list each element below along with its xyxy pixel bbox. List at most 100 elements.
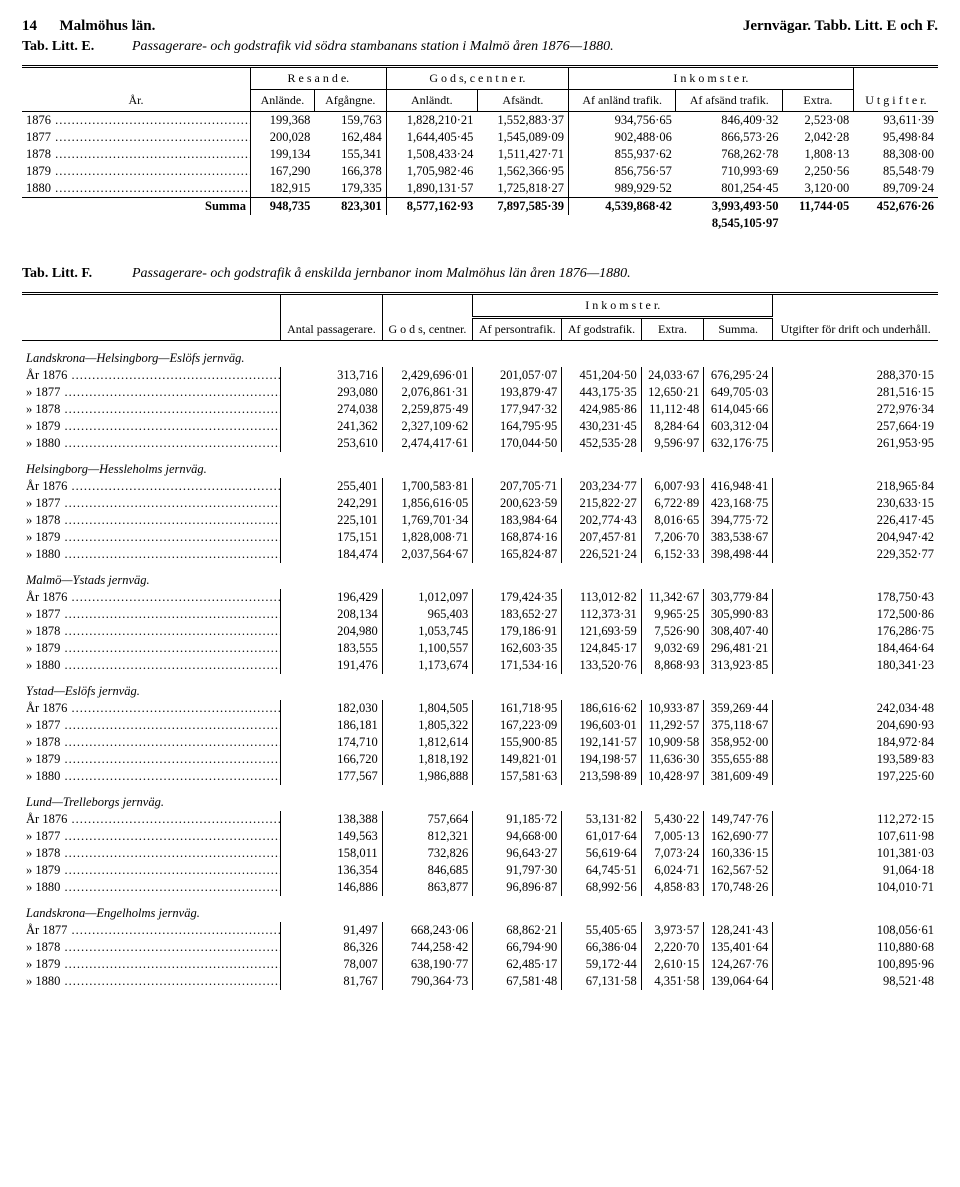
data-cell: 94,668·00 xyxy=(473,828,562,845)
data-cell: 182,915 xyxy=(251,180,315,198)
data-cell: 288,370·15 xyxy=(773,367,938,384)
col-af-gods: Af godstrafik. xyxy=(562,318,641,341)
col-gods: G o d s, c e n t n e r. xyxy=(386,67,568,90)
data-cell: 253,610 xyxy=(281,435,383,452)
data-cell: 313,716 xyxy=(281,367,383,384)
data-cell: 948,735 xyxy=(251,198,315,216)
table-row: » 1877293,0802,076,861·31193,879·47443,1… xyxy=(22,384,938,401)
year-cell: » 1879 xyxy=(22,418,281,435)
data-cell: 9,032·69 xyxy=(641,640,703,657)
data-cell: 155,341 xyxy=(314,146,386,163)
data-cell: 7,206·70 xyxy=(641,529,703,546)
data-cell: 8,016·65 xyxy=(641,512,703,529)
table-row: » 1879175,1511,828,008·71168,874·16207,4… xyxy=(22,529,938,546)
data-cell: 823,301 xyxy=(314,198,386,216)
data-cell: 93,611·39 xyxy=(853,112,938,130)
data-cell: 121,693·59 xyxy=(562,623,641,640)
data-cell: 68,862·21 xyxy=(473,922,562,939)
data-cell: 305,990·83 xyxy=(704,606,773,623)
data-cell: 383,538·67 xyxy=(704,529,773,546)
year-cell: År 1876 xyxy=(22,700,281,717)
data-cell: 863,877 xyxy=(382,879,473,896)
section-name: Lund—Trelleborgs jernväg. xyxy=(22,785,938,811)
data-cell: 2,250·56 xyxy=(783,163,854,180)
data-cell: 5,430·22 xyxy=(641,811,703,828)
col-antal: Antal passagerare. xyxy=(281,294,383,341)
data-cell: 170,044·50 xyxy=(473,435,562,452)
data-cell: 308,407·40 xyxy=(704,623,773,640)
data-cell: 424,985·86 xyxy=(562,401,641,418)
col-af-person: Af persontrafik. xyxy=(473,318,562,341)
data-cell: 355,655·88 xyxy=(704,751,773,768)
year-cell: » 1879 xyxy=(22,751,281,768)
data-cell: 191,476 xyxy=(281,657,383,674)
data-cell: 110,880·68 xyxy=(773,939,938,956)
data-cell: 7,526·90 xyxy=(641,623,703,640)
data-cell: 203,234·77 xyxy=(562,478,641,495)
year-cell: 1877 xyxy=(22,129,251,146)
data-cell: 8,868·93 xyxy=(641,657,703,674)
col-year: År. xyxy=(22,67,251,112)
data-cell: 866,573·26 xyxy=(676,129,783,146)
year-cell: År 1876 xyxy=(22,367,281,384)
data-cell: 11,342·67 xyxy=(641,589,703,606)
section-header-row: Landskrona—Engelholms jernväg. xyxy=(22,896,938,922)
data-cell: 124,845·17 xyxy=(562,640,641,657)
table-row: » 1880146,886863,87796,896·8768,992·564,… xyxy=(22,879,938,896)
page-region: Malmöhus län. xyxy=(60,18,156,34)
data-cell: 112,373·31 xyxy=(562,606,641,623)
year-cell: » 1880 xyxy=(22,546,281,563)
section-header-row: Ystad—Eslöfs jernväg. xyxy=(22,674,938,700)
data-cell: 443,175·35 xyxy=(562,384,641,401)
data-cell: 2,474,417·61 xyxy=(382,435,473,452)
data-cell: 204,980 xyxy=(281,623,383,640)
data-cell: 199,134 xyxy=(251,146,315,163)
year-cell: År 1876 xyxy=(22,811,281,828)
table-row: » 1879136,354846,68591,797·3064,745·516,… xyxy=(22,862,938,879)
year-cell: » 1880 xyxy=(22,768,281,785)
data-cell: 24,033·67 xyxy=(641,367,703,384)
year-cell: » 1878 xyxy=(22,845,281,862)
data-cell: 112,272·15 xyxy=(773,811,938,828)
data-cell: 107,611·98 xyxy=(773,828,938,845)
data-cell: 12,650·21 xyxy=(641,384,703,401)
section-header-row: Malmö—Ystads jernväg. xyxy=(22,563,938,589)
data-cell: 160,336·15 xyxy=(704,845,773,862)
table-row: År 1876138,388757,66491,185·7253,131·825… xyxy=(22,811,938,828)
data-cell: 184,464·64 xyxy=(773,640,938,657)
data-cell: 2,220·70 xyxy=(641,939,703,956)
data-cell: 11,636·30 xyxy=(641,751,703,768)
data-cell: 101,381·03 xyxy=(773,845,938,862)
col-utgifter: U t g i f t e r. xyxy=(853,67,938,112)
data-cell: 638,190·77 xyxy=(382,956,473,973)
data-cell: 11,112·48 xyxy=(641,401,703,418)
data-cell: 423,168·75 xyxy=(704,495,773,512)
data-cell: 149,563 xyxy=(281,828,383,845)
data-cell: 241,362 xyxy=(281,418,383,435)
data-cell: 204,947·42 xyxy=(773,529,938,546)
data-cell: 1,986,888 xyxy=(382,768,473,785)
data-cell: 11,292·57 xyxy=(641,717,703,734)
data-cell: 274,038 xyxy=(281,401,383,418)
data-cell: 56,619·64 xyxy=(562,845,641,862)
col-extra: Extra. xyxy=(783,90,854,112)
year-cell: » 1877 xyxy=(22,495,281,512)
data-cell: 10,428·97 xyxy=(641,768,703,785)
data-cell: 91,064·18 xyxy=(773,862,938,879)
data-cell: 162,690·77 xyxy=(704,828,773,845)
data-cell: 375,118·67 xyxy=(704,717,773,734)
data-cell: 313,923·85 xyxy=(704,657,773,674)
data-cell: 1,804,505 xyxy=(382,700,473,717)
data-cell: 91,497 xyxy=(281,922,383,939)
data-cell: 846,685 xyxy=(382,862,473,879)
data-cell: 1,100,557 xyxy=(382,640,473,657)
data-cell: 193,879·47 xyxy=(473,384,562,401)
year-cell: År 1876 xyxy=(22,478,281,495)
data-cell: 62,485·17 xyxy=(473,956,562,973)
table-row: » 1880191,4761,173,674171,534·16133,520·… xyxy=(22,657,938,674)
data-cell: 177,567 xyxy=(281,768,383,785)
data-cell: 242,034·48 xyxy=(773,700,938,717)
table-row: » 1878274,0382,259,875·49177,947·32424,9… xyxy=(22,401,938,418)
data-cell: 91,185·72 xyxy=(473,811,562,828)
section-header-row: Landskrona—Helsingborg—Eslöfs jernväg. xyxy=(22,341,938,368)
